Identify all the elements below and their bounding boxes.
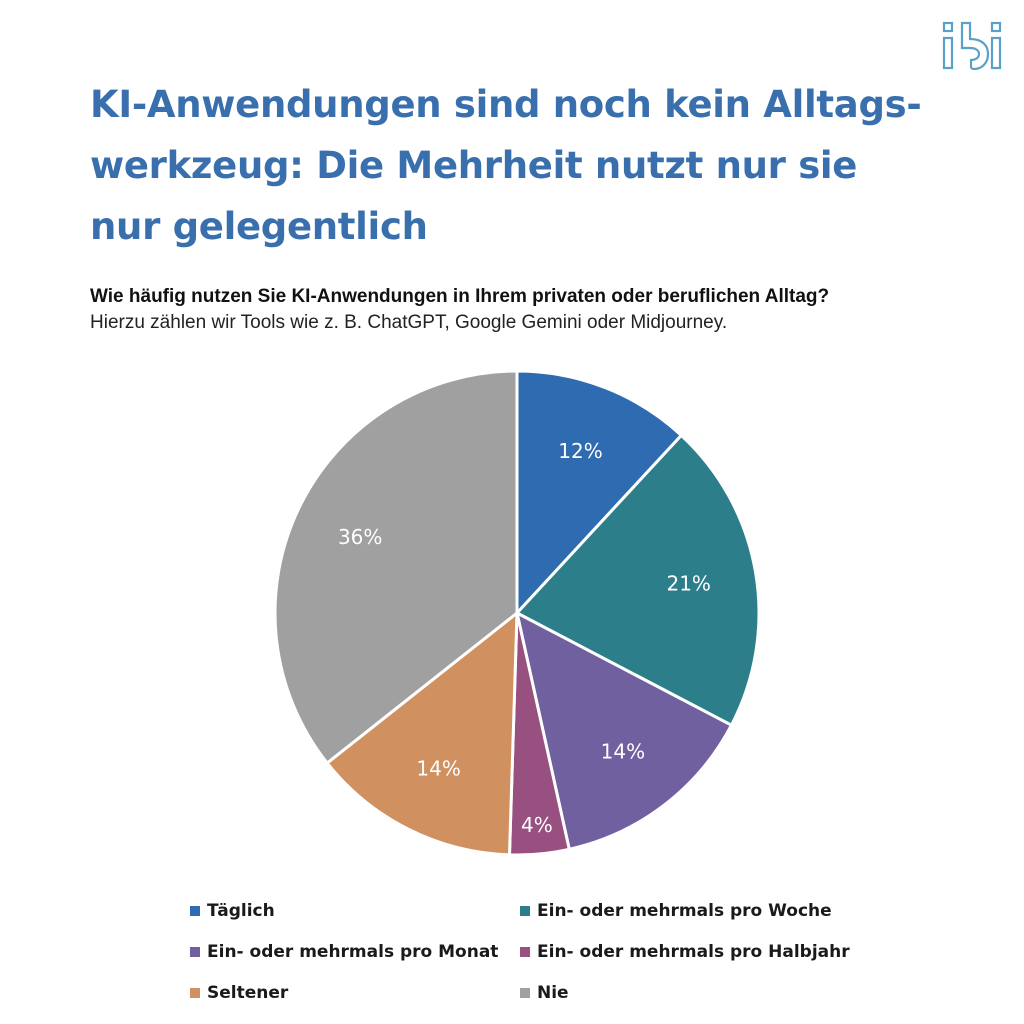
legend-label: Ein- oder mehrmals pro Woche — [537, 901, 832, 921]
legend-label: Nie — [537, 983, 569, 1003]
legend-label: Seltener — [207, 983, 289, 1003]
legend-swatch — [190, 947, 200, 957]
legend-item: Seltener — [190, 980, 520, 1006]
legend-swatch — [190, 906, 200, 916]
chart-legend: Täglich Ein- oder mehrmals pro Woche Ein- … — [190, 898, 890, 1006]
slice-data-label: 21% — [666, 571, 710, 595]
legend-swatch — [190, 988, 200, 998]
legend-swatch — [520, 988, 530, 998]
legend-label: Ein- oder mehrmals pro Halbjahr — [537, 942, 850, 962]
slice-data-label: 12% — [558, 439, 602, 463]
legend-swatch — [520, 947, 530, 957]
title-line: KI-Anwendungen sind noch kein Alltags- — [90, 83, 922, 126]
legend-label: Täglich — [207, 901, 275, 921]
ibi-logo-icon — [942, 21, 1002, 71]
title-line: nur gelegentlich — [90, 205, 428, 248]
pie-slice-5 — [273, 369, 519, 765]
legend-item: Ein- oder mehrmals pro Monat — [190, 939, 520, 965]
title-line: werkzeug: Die Mehrheit nutzt nur sie — [90, 144, 858, 187]
question-subtext: Hierzu zählen wir Tools wie z. B. ChatGP… — [90, 312, 728, 333]
legend-swatch — [520, 906, 530, 916]
page-title: KI-Anwendungen sind noch kein Alltags- w… — [90, 74, 970, 257]
legend-label: Ein- oder mehrmals pro Monat — [207, 942, 499, 962]
pie-slice-2 — [515, 611, 733, 851]
question-text: Wie häufig nutzen Sie KI-Anwendungen in … — [90, 286, 830, 307]
legend-item: Ein- oder mehrmals pro Woche — [520, 898, 870, 924]
pie-slice-1 — [515, 433, 761, 727]
legend-item: Täglich — [190, 898, 520, 924]
slice-data-label: 14% — [601, 739, 645, 763]
legend-item: Nie — [520, 980, 870, 1006]
pie-slice-0 — [515, 369, 683, 615]
pie-slice-4 — [325, 611, 519, 857]
slice-data-label: 4% — [521, 813, 553, 837]
survey-question: Wie häufig nutzen Sie KI-Anwendungen in … — [90, 284, 990, 336]
slice-data-label: 36% — [338, 525, 382, 549]
slice-data-label: 14% — [416, 757, 460, 781]
legend-item: Ein- oder mehrmals pro Halbjahr — [520, 939, 870, 965]
